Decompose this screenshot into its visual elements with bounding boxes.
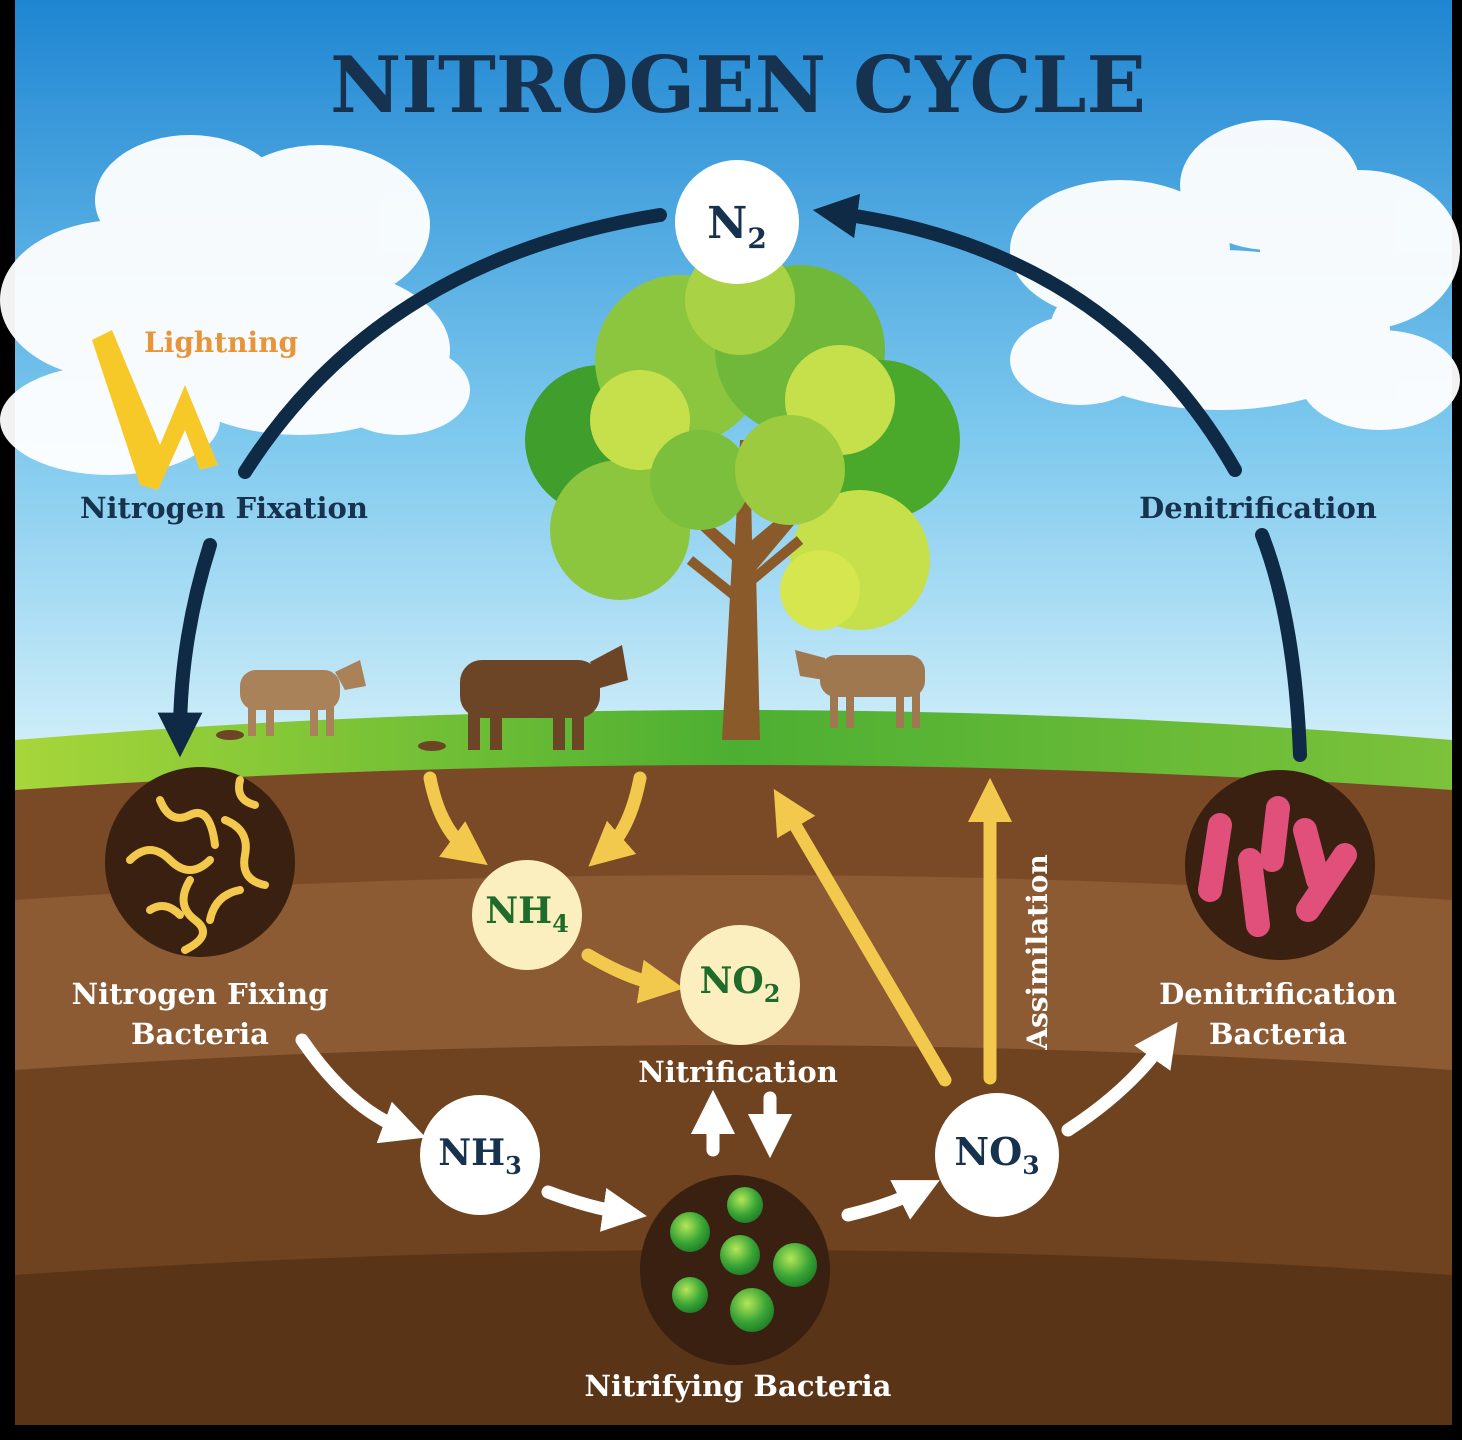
bacteria-circles-part-part: [720, 1235, 760, 1275]
bacteria-circles-part-part: [730, 1288, 774, 1332]
nitrogen-cycle-diagram: NITROGEN CYCLE N2 NH4 NO2 NH3 NO3 Lightn…: [0, 0, 1462, 1440]
label-nitrifying-bacteria: Nitrifying Bacteria: [585, 1369, 892, 1403]
bacteria-circles-part-part: [670, 1212, 710, 1252]
label-nitrification: Nitrification: [638, 1055, 838, 1089]
bacteria-circles-part-part: [1210, 825, 1220, 890]
formula: NO: [700, 960, 764, 1002]
background-part-part: [1010, 315, 1150, 405]
label-line: Bacteria: [131, 1017, 269, 1051]
subscript: 2: [747, 222, 766, 255]
tree-part-part: [780, 550, 860, 630]
label-lightning: Lightning: [144, 326, 298, 359]
bacteria-circles-part-part: [1250, 860, 1258, 925]
cows-part-part: [490, 705, 502, 750]
bacteria-circles-part-part: [672, 1277, 708, 1313]
label-denitrification: Denitrification: [1139, 491, 1377, 525]
label-nitrogen-fixation: Nitrogen Fixation: [80, 491, 368, 525]
label-line: Denitrification: [1159, 977, 1397, 1011]
cows-part: [216, 730, 244, 740]
label-assimilation: Assimilation: [1021, 854, 1054, 1051]
subscript: 3: [1022, 1151, 1039, 1180]
bacteria-circles-part-part: [1305, 830, 1318, 880]
bacteria-circles-part-part: [773, 1243, 817, 1287]
formula: N: [707, 198, 747, 249]
cows-part-part: [248, 700, 256, 736]
formula: NH: [485, 890, 552, 932]
label-line: Bacteria: [1209, 1017, 1347, 1051]
cows-part-part: [846, 690, 854, 728]
bacteria-circles-part-part: [727, 1187, 763, 1223]
subscript: 3: [505, 1151, 522, 1180]
cows-part-part: [326, 700, 334, 736]
tree-part-part: [735, 415, 845, 525]
background-part-part: [1300, 330, 1460, 430]
cows-part-part: [266, 700, 274, 736]
cows-part-part: [912, 690, 920, 728]
bacteria-circles-part-part: [1272, 808, 1278, 860]
cows-part-part: [553, 705, 565, 750]
label-line: Nitrogen Fixing: [72, 977, 329, 1011]
subscript: 4: [552, 909, 569, 938]
cows-part-part: [572, 705, 584, 750]
tree-part-part: [650, 430, 750, 530]
title: NITROGEN CYCLE: [330, 40, 1146, 131]
cows-part-part: [896, 690, 904, 728]
cows-part-part: [468, 705, 480, 750]
cows-part: [418, 741, 446, 751]
cows-part-part: [310, 700, 318, 736]
formula: NH: [438, 1132, 505, 1174]
cows-part-part: [830, 690, 838, 728]
formula: NO: [954, 1129, 1022, 1174]
subscript: 2: [764, 979, 781, 1008]
